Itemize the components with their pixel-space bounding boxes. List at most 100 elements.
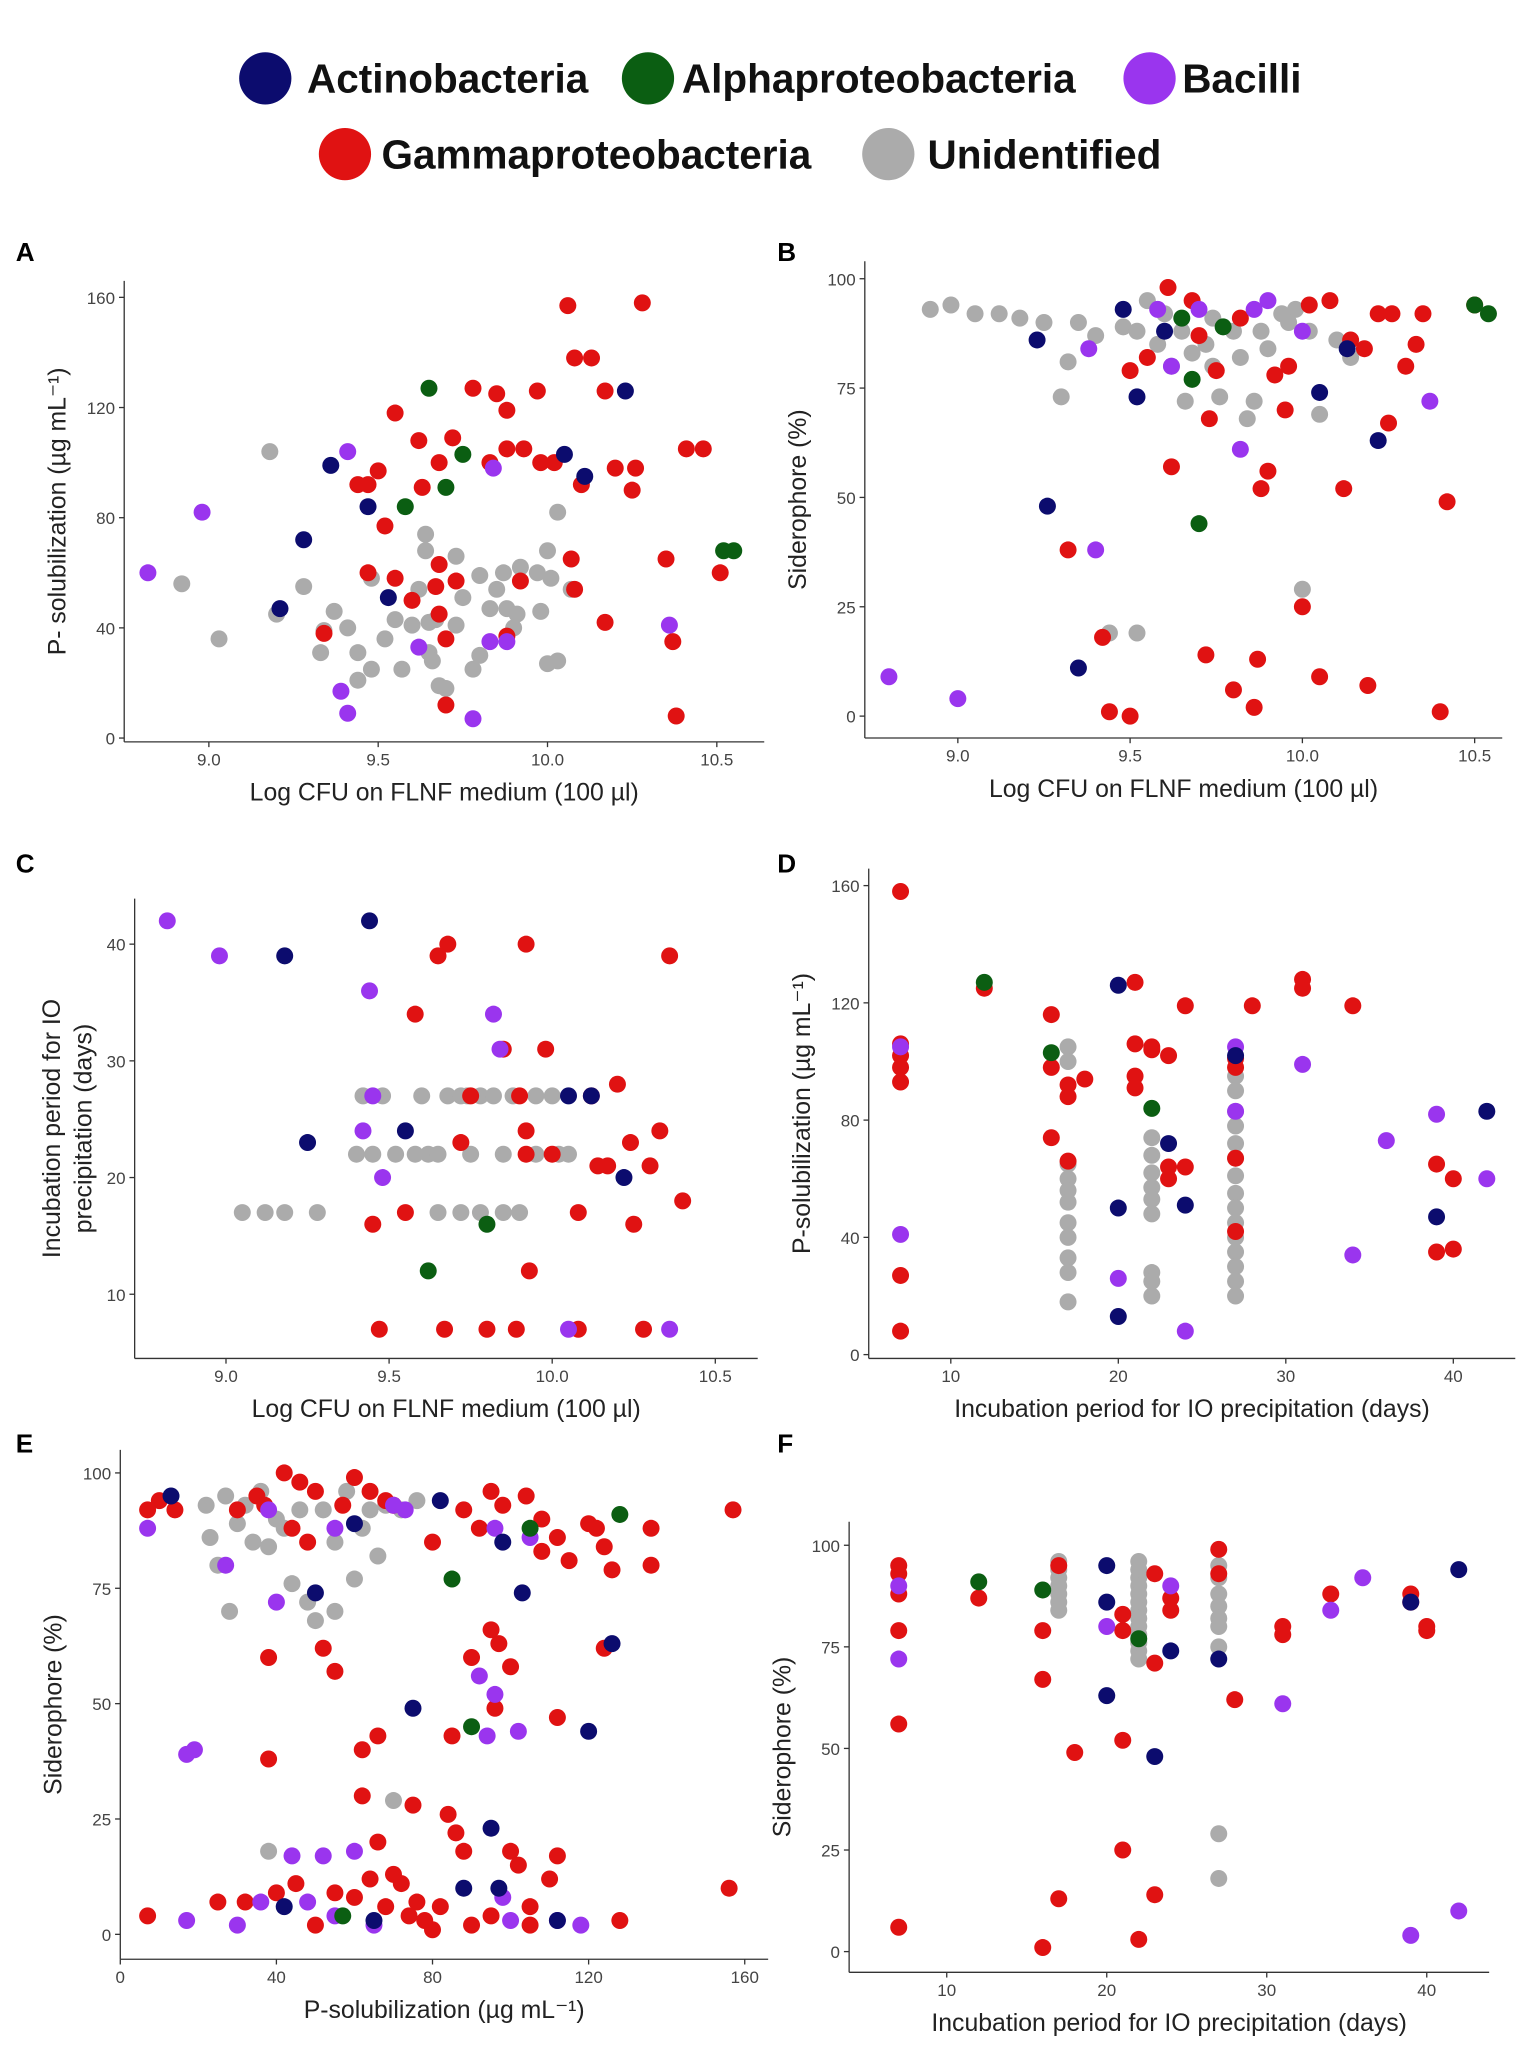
series-alphaproteobacteria [419, 1215, 496, 1280]
data-point [1428, 1243, 1446, 1261]
data-point [1431, 703, 1449, 721]
data-point [1210, 1597, 1228, 1615]
data-point [1227, 1058, 1245, 1076]
panel-e: E 0 40 80 120 160 0 25 50 75 100 P-solubilization (… [16, 1428, 769, 2024]
data-point [1359, 677, 1377, 694]
data-point [1059, 541, 1077, 559]
data-point [517, 935, 535, 953]
data-point [1231, 440, 1249, 458]
data-point [569, 1204, 587, 1222]
data-point [244, 1533, 262, 1551]
data-point [178, 1912, 196, 1929]
data-point [1414, 305, 1432, 323]
data-point [283, 1519, 301, 1537]
x-tick-label: 30 [1276, 1367, 1295, 1386]
data-point [1444, 1170, 1462, 1188]
data-point [260, 1750, 278, 1768]
data-point [283, 1575, 301, 1593]
x-tick-label: 10.5 [700, 750, 733, 769]
data-point [1162, 1577, 1180, 1595]
y-tick-label: 40 [96, 619, 115, 638]
data-point [1034, 1581, 1052, 1599]
y-tick-label: 75 [92, 1580, 111, 1599]
y-tick-label: 50 [821, 1740, 840, 1759]
data-point [1211, 388, 1229, 406]
data-point [517, 1487, 535, 1505]
data-point [424, 1921, 442, 1939]
data-point [661, 947, 679, 965]
data-point [482, 1482, 500, 1500]
data-point [463, 1649, 481, 1666]
data-point [276, 947, 294, 965]
data-point [566, 580, 584, 598]
data-point [283, 1847, 301, 1865]
data-point [1098, 1557, 1116, 1575]
data-point [370, 1320, 388, 1338]
data-point [627, 459, 645, 477]
data-point [478, 1320, 496, 1338]
series-actinobacteria [276, 912, 633, 1187]
data-point [892, 1322, 910, 1340]
data-point [386, 569, 404, 587]
data-point [1380, 414, 1398, 432]
data-point [724, 1501, 742, 1519]
data-point [635, 1320, 653, 1338]
data-point [221, 1602, 239, 1620]
data-point [173, 575, 191, 593]
data-point [542, 569, 560, 587]
series-actinobacteria [1098, 1557, 1468, 1766]
legend-marker [318, 128, 372, 181]
data-point [486, 1519, 504, 1537]
y-tick-label: 10 [107, 1286, 126, 1305]
data-point [488, 580, 506, 598]
y-tick-label: 25 [837, 598, 856, 617]
y-tick-label: 160 [831, 877, 859, 896]
data-point [625, 1215, 643, 1233]
y-tick-label: 40 [841, 1229, 860, 1248]
data-point [345, 1570, 363, 1588]
x-tick-label: 9.5 [366, 750, 390, 769]
x-tick-label: 10.5 [1458, 746, 1491, 765]
data-point [587, 1519, 605, 1537]
data-point [660, 616, 678, 634]
data-point [1143, 1179, 1161, 1197]
legend-marker [621, 52, 675, 105]
data-point [990, 305, 1008, 323]
data-point [488, 385, 506, 403]
data-point [494, 1496, 512, 1514]
data-point [1173, 309, 1191, 327]
data-point [260, 1649, 278, 1666]
data-point [353, 1741, 371, 1759]
data-point [314, 1501, 332, 1519]
data-point [1059, 1193, 1077, 1211]
data-point [439, 1805, 457, 1823]
data-point [1450, 1561, 1468, 1579]
legend-marker [1123, 52, 1176, 105]
data-point [228, 1501, 246, 1519]
data-point [471, 646, 489, 664]
data-point [1143, 1190, 1161, 1208]
data-point [582, 1087, 600, 1105]
data-point [1126, 1035, 1144, 1053]
data-point [1042, 1044, 1060, 1062]
legend-label: Unidentified [928, 131, 1162, 177]
data-point [455, 1501, 473, 1519]
data-point [339, 619, 357, 637]
data-point [1160, 1135, 1178, 1153]
data-point [1276, 401, 1294, 419]
data-point [596, 382, 614, 400]
data-point [1322, 1601, 1340, 1619]
data-point [1035, 313, 1053, 331]
data-point [1259, 292, 1277, 310]
data-point [295, 531, 313, 549]
y-tick-label: 100 [812, 1537, 840, 1556]
data-point [498, 440, 516, 458]
data-point [430, 605, 448, 623]
data-point [890, 1918, 908, 1936]
data-point [1143, 1272, 1161, 1290]
data-point [406, 1145, 424, 1163]
panel-a: A 9.0 9.5 10.0 10.5 0 40 80 120 160 Log CFU on FLN… [16, 237, 765, 807]
data-point [454, 445, 472, 463]
x-axis-label: P-solubilization (µg mL⁻¹) [304, 1997, 585, 2024]
data-point [1100, 703, 1118, 721]
